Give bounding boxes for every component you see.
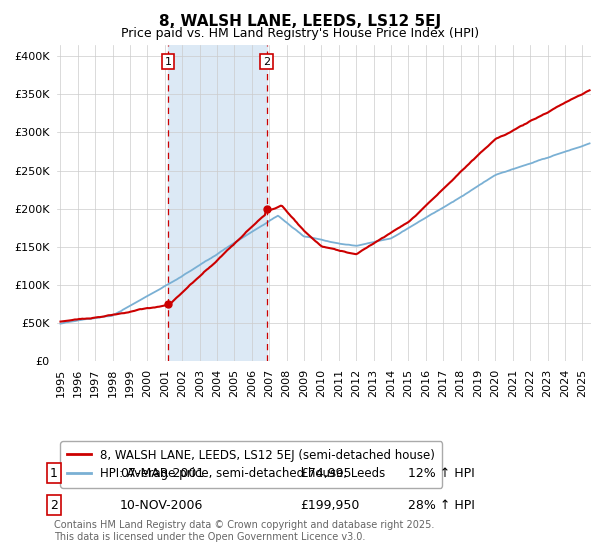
Text: 12% ↑ HPI: 12% ↑ HPI xyxy=(408,466,475,480)
Text: £199,950: £199,950 xyxy=(300,498,359,512)
Text: 10-NOV-2006: 10-NOV-2006 xyxy=(120,498,203,512)
Text: 1: 1 xyxy=(164,57,172,67)
Bar xyxy=(168,45,267,361)
Text: 1: 1 xyxy=(50,466,58,480)
Text: 07-MAR-2001: 07-MAR-2001 xyxy=(120,466,204,480)
Text: Contains HM Land Registry data © Crown copyright and database right 2025.
This d: Contains HM Land Registry data © Crown c… xyxy=(54,520,434,542)
Text: 2: 2 xyxy=(263,57,271,67)
Text: Price paid vs. HM Land Registry's House Price Index (HPI): Price paid vs. HM Land Registry's House … xyxy=(121,27,479,40)
Legend: 8, WALSH LANE, LEEDS, LS12 5EJ (semi-detached house), HPI: Average price, semi-d: 8, WALSH LANE, LEEDS, LS12 5EJ (semi-det… xyxy=(60,441,442,488)
Text: 8, WALSH LANE, LEEDS, LS12 5EJ: 8, WALSH LANE, LEEDS, LS12 5EJ xyxy=(159,14,441,29)
Text: 28% ↑ HPI: 28% ↑ HPI xyxy=(408,498,475,512)
Text: £74,995: £74,995 xyxy=(300,466,352,480)
Text: 2: 2 xyxy=(50,498,58,512)
